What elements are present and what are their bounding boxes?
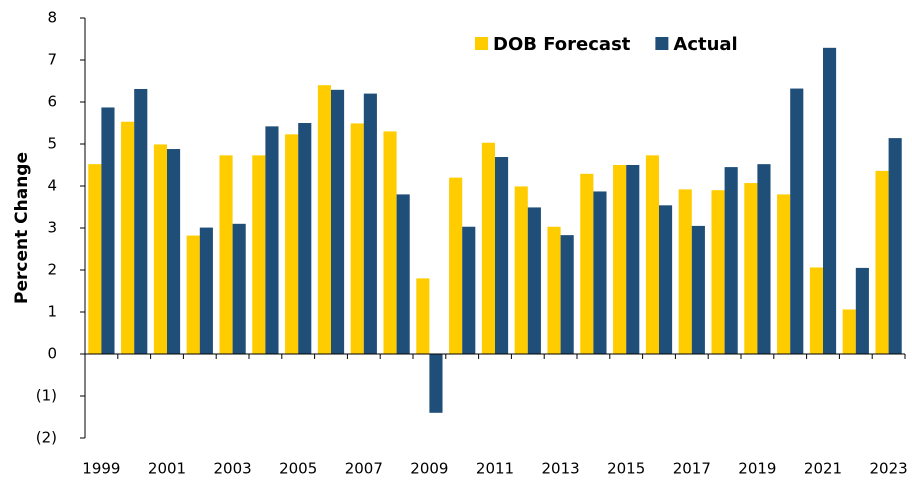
bar [580, 173, 594, 354]
bar [645, 155, 659, 354]
bar [790, 88, 804, 354]
bar [757, 164, 771, 354]
x-tick-label: 2017 [673, 460, 711, 478]
x-tick-label: 2013 [542, 460, 580, 478]
bar [777, 194, 791, 354]
bar [724, 167, 738, 354]
bar [298, 123, 312, 354]
y-tick-label: 4 [47, 177, 57, 195]
y-tick-label: (2) [36, 429, 57, 447]
y-tick-label: 5 [47, 135, 57, 153]
bar [495, 157, 509, 354]
bar [462, 226, 476, 354]
y-tick-label: 1 [47, 303, 57, 321]
bar [416, 278, 430, 354]
bar [823, 47, 837, 354]
bar [744, 183, 758, 354]
bar [593, 191, 607, 354]
y-tick-label: 2 [47, 261, 57, 279]
y-tick-label: 0 [47, 345, 57, 363]
x-tick-label: 2015 [607, 460, 645, 478]
bar [659, 205, 673, 354]
bar [101, 107, 115, 355]
bar [317, 85, 331, 354]
x-tick-label: 2001 [148, 460, 186, 478]
bar [711, 190, 725, 354]
bar [383, 131, 397, 354]
bar [842, 309, 856, 354]
bar [481, 142, 495, 354]
y-tick-label: (1) [36, 387, 57, 405]
bar [350, 123, 364, 354]
bar [167, 149, 181, 354]
bar [691, 225, 705, 354]
bar [285, 134, 299, 354]
bar [331, 89, 345, 354]
bar [219, 155, 233, 354]
bar [560, 235, 574, 354]
bar [232, 223, 246, 354]
bar [888, 138, 902, 354]
bar [252, 155, 266, 354]
legend-label: DOB Forecast [493, 34, 631, 55]
bar [855, 267, 869, 354]
x-tick-label: 2005 [279, 460, 317, 478]
bar [678, 189, 692, 354]
legend-swatch [655, 37, 669, 50]
bar [363, 93, 377, 354]
x-tick-label: 2003 [214, 460, 252, 478]
x-tick-label: 1999 [82, 460, 120, 478]
bar [613, 165, 627, 354]
x-tick-label: 2009 [410, 460, 448, 478]
legend-label: Actual [673, 34, 737, 55]
bar [199, 227, 213, 354]
bar [626, 165, 640, 354]
y-tick-label: 3 [47, 219, 57, 237]
bar [875, 170, 889, 354]
y-tick-label: 6 [47, 93, 57, 111]
y-axis-label: Percent Change [12, 152, 32, 304]
bar [527, 207, 541, 354]
y-tick-label: 7 [47, 51, 57, 69]
x-tick-label: 2007 [345, 460, 383, 478]
x-tick-label: 2021 [804, 460, 842, 478]
bar [153, 144, 167, 354]
y-tick-label: 8 [47, 9, 57, 27]
x-tick-label: 2011 [476, 460, 514, 478]
legend-swatch [475, 37, 488, 50]
bar [186, 235, 200, 354]
bar [396, 194, 410, 354]
bar [514, 186, 528, 354]
bar [547, 226, 561, 354]
bar [88, 164, 102, 354]
bar [134, 88, 148, 354]
bar [449, 177, 463, 354]
x-tick-label: 2023 [870, 460, 908, 478]
x-tick-label: 2019 [738, 460, 776, 478]
bar [121, 121, 135, 355]
bar [429, 354, 443, 413]
bar [265, 126, 279, 354]
bar [809, 267, 823, 354]
